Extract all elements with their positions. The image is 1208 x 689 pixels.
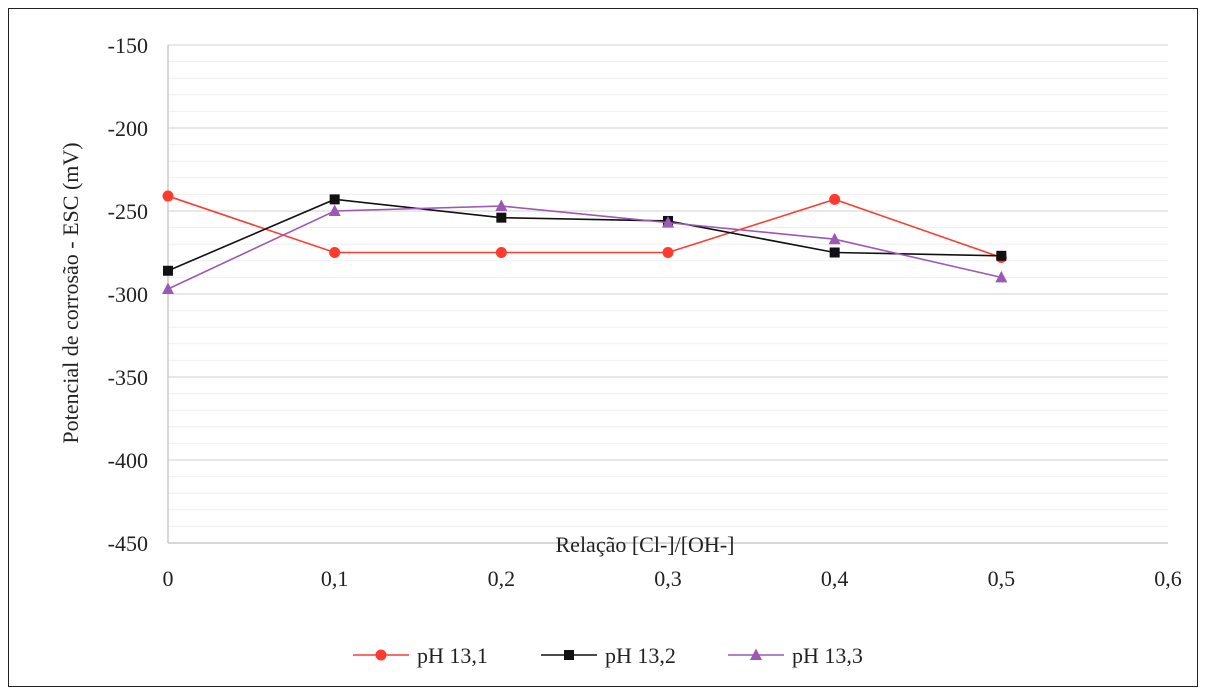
series-ph-13-3	[162, 199, 1008, 295]
circle-marker	[329, 247, 341, 258]
square-marker	[996, 250, 1007, 261]
triangle-marker	[828, 232, 841, 245]
major-gridlines	[168, 44, 1168, 461]
circle-marker	[829, 193, 841, 205]
x-axis-label: Relação [Cl-]/[OH-]	[556, 532, 735, 557]
y-tick-labels: -150 -200 -250 -300 -350 -400 -450	[108, 33, 148, 556]
x-tick-labels: 0 0,1 0,2 0,3 0,4 0,5 0,6	[163, 566, 1182, 591]
legend-label: pH 13,2	[605, 643, 676, 668]
x-tick-label: 0,1	[321, 566, 349, 591]
legend-label: pH 13,3	[792, 643, 863, 668]
y-tick-label: -450	[108, 531, 148, 556]
y-tick-label: -400	[108, 448, 148, 473]
triangle-marker	[162, 282, 174, 295]
square-marker	[564, 650, 574, 660]
x-tick-label: 0,5	[988, 566, 1016, 591]
chart-frame	[8, 8, 1198, 687]
series-line	[167, 205, 1002, 290]
x-tick-label: 0,2	[488, 566, 516, 591]
x-tick-label: 0,3	[654, 566, 682, 591]
series-ph-13-1	[162, 190, 1007, 263]
legend-item: pH 13,1	[353, 643, 488, 668]
y-tick-label: -250	[108, 199, 148, 224]
square-marker	[329, 194, 340, 205]
legend-label: pH 13,1	[417, 643, 488, 668]
triangle-marker	[750, 648, 762, 660]
series-line	[167, 195, 1002, 259]
legend-item: pH 13,3	[728, 643, 863, 668]
x-tick-label: 0	[163, 566, 174, 591]
triangle-marker	[995, 270, 1008, 283]
y-axis-label: Potencial de corrosão - ESC (mV)	[58, 142, 83, 443]
y-tick-label: -350	[108, 365, 148, 390]
y-tick-label: -300	[108, 282, 148, 307]
triangle-marker	[328, 204, 341, 216]
legend: pH 13,1 pH 13,2 pH 13,3	[353, 643, 863, 668]
circle-marker	[375, 649, 387, 661]
series-ph-13-2	[163, 194, 1007, 276]
circle-marker	[662, 247, 674, 258]
square-marker	[829, 247, 840, 258]
minor-gridlines	[168, 61, 1168, 527]
series-layer	[162, 190, 1008, 295]
circle-marker	[162, 190, 174, 202]
triangle-marker	[495, 199, 508, 212]
triangle-marker	[662, 216, 674, 228]
square-marker	[163, 265, 173, 276]
x-tick-label: 0,4	[821, 566, 849, 591]
y-tick-label: -200	[108, 116, 148, 141]
square-marker	[496, 212, 507, 223]
legend-item: pH 13,2	[541, 643, 676, 668]
y-tick-label: -150	[108, 33, 148, 58]
circle-marker	[495, 247, 507, 258]
x-tick-label: 0,6	[1154, 566, 1182, 591]
series-line	[167, 198, 1002, 272]
